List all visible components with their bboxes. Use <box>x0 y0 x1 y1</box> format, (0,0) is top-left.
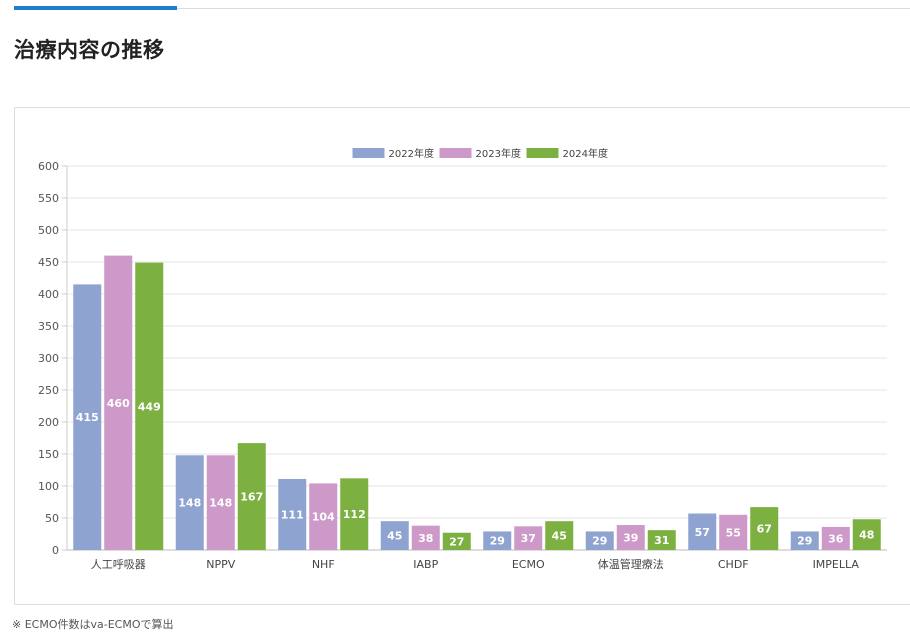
header-divider <box>14 8 910 9</box>
bar <box>175 455 204 550</box>
data-label: 37 <box>521 532 536 545</box>
legend: 2022年度 2023年度 2024年度 <box>352 147 608 160</box>
bar <box>380 521 409 550</box>
x-tick-label: NPPV <box>206 558 235 571</box>
x-tick-label: ECMO <box>512 558 545 571</box>
x-tick-label: IMPELLA <box>813 558 860 571</box>
data-label: 29 <box>490 535 505 548</box>
bar <box>545 521 574 550</box>
bar <box>688 513 717 550</box>
data-label: 449 <box>138 400 161 413</box>
bar <box>278 478 307 550</box>
data-label: 415 <box>76 411 99 424</box>
y-tick-label: 200 <box>38 416 59 429</box>
bar <box>514 526 543 550</box>
data-label: 111 <box>281 508 304 521</box>
data-label: 148 <box>209 497 232 510</box>
bars <box>73 255 881 550</box>
bar <box>309 483 338 550</box>
x-tick-label: 体温管理療法 <box>598 557 664 571</box>
bar <box>340 478 369 550</box>
y-tick-label: 50 <box>45 512 59 525</box>
bar <box>442 532 471 550</box>
y-tick-label: 300 <box>38 352 59 365</box>
bar <box>647 530 676 550</box>
data-label: 57 <box>695 526 710 539</box>
x-tick-label: IABP <box>413 558 438 571</box>
bar <box>790 531 819 550</box>
data-label: 112 <box>343 508 366 521</box>
y-tick-label: 350 <box>38 320 59 333</box>
bar <box>719 514 748 550</box>
legend-swatch <box>439 148 472 158</box>
y-tick-label: 400 <box>38 288 59 301</box>
bar <box>852 519 881 550</box>
x-tick-label: 人工呼吸器 <box>91 558 146 571</box>
bar <box>135 262 164 550</box>
data-label: 104 <box>312 511 335 524</box>
bar <box>237 443 266 550</box>
data-label: 460 <box>107 397 130 410</box>
header-accent-bar <box>14 6 177 10</box>
bar <box>73 284 102 550</box>
x-tick-label: NHF <box>312 558 335 571</box>
page-title: 治療内容の推移 <box>14 38 165 62</box>
data-label: 167 <box>240 491 263 504</box>
bar <box>411 525 440 550</box>
y-tick-label: 250 <box>38 384 59 397</box>
data-label: 45 <box>552 530 567 543</box>
bar <box>750 507 779 550</box>
footnote: ※ ECMO件数はva-ECMOで算出 <box>12 618 174 631</box>
chart-panel: 0 50 100 150 200 250 300 350 400 450 500 550 600 415 4… <box>14 107 910 605</box>
data-label: 38 <box>418 532 433 545</box>
data-label: 67 <box>757 523 772 536</box>
bar <box>104 255 133 550</box>
bar <box>616 525 645 550</box>
data-label: 36 <box>828 532 844 545</box>
data-label: 31 <box>654 534 669 547</box>
y-tick-label: 600 <box>38 160 59 173</box>
bar <box>585 531 614 550</box>
legend-swatch <box>526 148 559 158</box>
legend-label: 2024年度 <box>563 147 608 160</box>
bar-chart: 0501001502002503003504004505005506004154… <box>38 147 887 571</box>
x-tick-label: CHDF <box>718 558 749 571</box>
bar <box>821 526 850 550</box>
x-axis-labels: 人工呼吸器 NPPV NHF IABP ECMO 体温管理療法 CHDF IMPELLA <box>91 557 860 571</box>
y-tick-label: 100 <box>38 480 59 493</box>
data-label: 55 <box>726 526 741 539</box>
y-tick-label: 450 <box>38 256 59 269</box>
data-label: 48 <box>859 529 874 542</box>
data-label: 29 <box>592 535 607 548</box>
legend-label: 2023年度 <box>476 147 521 160</box>
y-tick-label: 500 <box>38 224 59 237</box>
y-tick-label: 550 <box>38 192 59 205</box>
y-axis-ticks: 0 50 100 150 200 250 300 350 400 450 500 550 600 <box>38 160 59 557</box>
legend-swatch <box>352 148 385 158</box>
data-label: 148 <box>178 497 201 510</box>
legend-label: 2022年度 <box>389 147 434 160</box>
data-label: 39 <box>623 532 638 545</box>
data-label: 45 <box>387 530 402 543</box>
y-tick-label: 0 <box>52 544 59 557</box>
bar <box>206 455 235 550</box>
y-tick-label: 150 <box>38 448 59 461</box>
bar <box>483 531 512 550</box>
data-labels: 415 460 449 148 148 167 111 104 112 45 38 27 29 37 45 2… <box>76 397 875 549</box>
data-label: 27 <box>449 535 464 548</box>
data-label: 29 <box>797 535 812 548</box>
